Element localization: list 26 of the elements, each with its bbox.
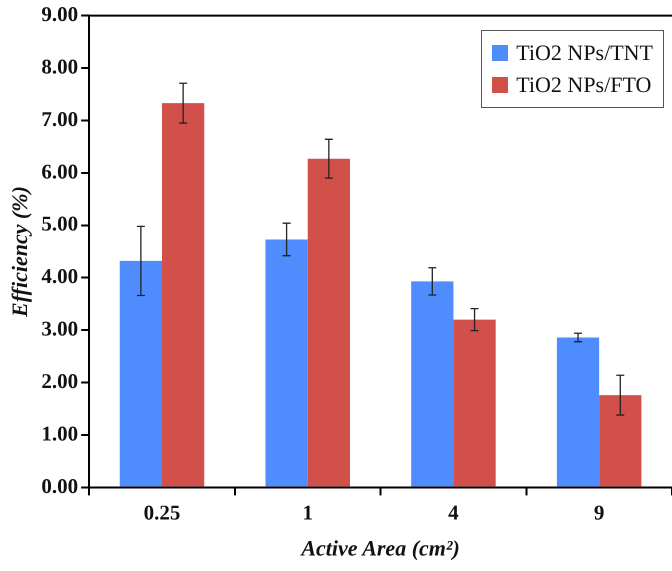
bar [411, 281, 454, 486]
y-tick-label: 7.00 [41, 106, 78, 131]
x-tick-label: 0.25 [144, 500, 180, 524]
bar [162, 103, 204, 486]
y-axis-title: Efficiency (%) [6, 186, 32, 318]
y-tick-label: 2.00 [41, 368, 78, 393]
x-tick-label: 1 [302, 500, 313, 524]
y-tick-label: 9.00 [41, 2, 78, 26]
x-tick-label: 9 [594, 500, 604, 524]
y-tick-label: 0.00 [41, 474, 78, 498]
y-tick-label: 3.00 [41, 316, 78, 341]
bar [453, 320, 496, 486]
bar [308, 158, 350, 486]
y-tick-label: 8.00 [41, 54, 78, 78]
legend-label: TiO2 NPs/TNT [516, 40, 653, 66]
y-tick-label: 1.00 [41, 421, 78, 446]
x-tick-label: 4 [448, 500, 460, 524]
legend-label: TiO2 NPs/FTO [516, 72, 652, 98]
x-axis-title: Active Area (cm²) [299, 535, 460, 560]
y-tick-label: 6.00 [41, 159, 78, 184]
y-tick-label: 5.00 [41, 212, 78, 236]
bar [556, 337, 600, 486]
bar [120, 260, 162, 486]
bar [265, 239, 308, 486]
y-tick-label: 4.00 [41, 264, 78, 288]
bar [599, 395, 642, 486]
